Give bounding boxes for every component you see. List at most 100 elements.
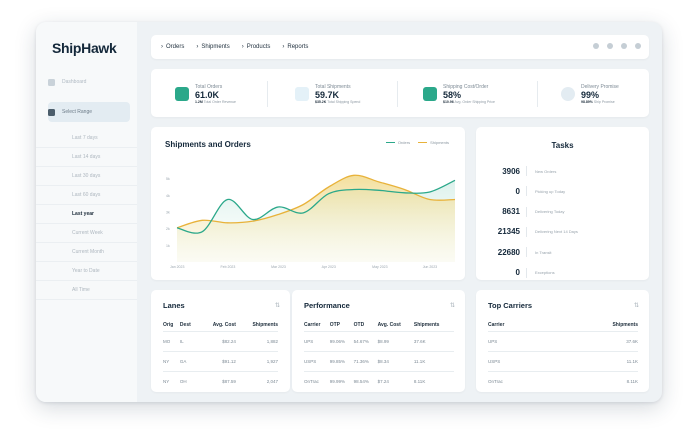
stat-label: Total Orders [195,84,223,90]
table-row[interactable]: NY GA $91.12 1,927 [163,350,278,371]
table-row[interactable]: OnTrac 99.99% 98.54% $7.24 8.11K [304,370,454,391]
sort-icon[interactable]: ⇅ [449,303,455,309]
performance-table: Carrier OTP OTD Avg. Cost Shipments UPS 99.06%… [304,319,454,391]
stat-total-orders[interactable]: Total Orders 61.0K 1.2M Total Order Reve… [175,81,236,107]
nav-orders[interactable]: › Orders [161,44,184,50]
table-cell: 37.6K [413,330,454,351]
top-carriers-card: Top Carriers ⇅ Carrier Shipments UPS 37.6K U… [476,290,649,392]
table-cell: $7.24 [377,370,414,391]
stat-value: 61.0K [195,90,220,100]
top-icons [593,43,641,49]
range-item[interactable]: Last year [36,205,137,224]
y-tick-label: 4k [166,194,170,198]
sidebar: ShipHawk Dashboard Select Range Last 7 d… [36,22,137,402]
range-item[interactable]: Last 30 days [36,167,137,186]
table-row[interactable]: USPS 99.85% 71.36% $8.34 11.1K [304,350,454,371]
table-row[interactable]: MO IL $82.24 1,882 [163,330,278,351]
dashboard-icon [48,78,55,86]
stat-sub: $35.2K Total Shipping Spend [315,100,361,104]
column-header[interactable]: Avg. Cost [212,321,236,328]
range-item[interactable]: Year to Date [36,262,137,281]
range-item[interactable]: Last 14 days [36,148,137,167]
range-list: Last 7 days Last 14 days Last 30 days Last … [36,129,137,300]
sort-icon[interactable]: ⇅ [633,303,639,309]
y-tick-label: 1k [166,244,170,248]
nav-shipments[interactable]: › Shipments [196,44,229,50]
nav-label: Orders [166,44,185,50]
gear-icon[interactable] [607,43,613,49]
task-label: Picking up Today [535,188,566,194]
column-header[interactable]: Shipments [252,321,278,328]
divider [526,226,527,237]
sidebar-item-select-range[interactable]: Select Range [48,102,130,122]
series-line-orders[interactable] [176,179,456,234]
range-item[interactable]: Last 7 days [36,129,137,148]
column-header[interactable]: OTD [353,321,365,328]
table-cell: $8.99 [377,330,414,351]
sidebar-item-dashboard[interactable]: Dashboard [48,73,130,91]
task-row[interactable]: 22680 In Transit [490,242,640,262]
bell-icon[interactable] [593,43,599,49]
table-row[interactable]: UPS 37.6K [488,330,638,351]
nav-reports[interactable]: › Reports [282,44,308,50]
user-icon[interactable] [635,43,641,49]
range-item[interactable]: Last 60 days [36,186,137,205]
nav-label: Shipments [201,44,230,50]
sidebar-item-label: Select Range [62,109,93,115]
range-item[interactable]: All Time [36,281,137,300]
task-row[interactable]: 21345 Delivering Next 14 Days [490,222,640,242]
stat-delivery-promise[interactable]: Delivery Promise 99% 98.89% Ship Promise [561,81,619,107]
shiphawk-logo[interactable]: ShipHawk [52,40,117,56]
stat-sub: 98.89% Ship Promise [581,100,615,104]
task-value: 3906 [502,166,520,176]
column-header[interactable]: Orig [163,321,174,328]
stat-sub: $10.96 Avg. Order Shipping Price [443,100,495,104]
sidebar-item-label: Dashboard [62,79,87,85]
table-cell: NY [163,350,180,371]
table-cell: 1,927 [235,350,278,371]
chevron-right-icon: › [161,44,163,50]
nav-products[interactable]: › Products [242,44,271,50]
table-cell: OnTrac [304,370,330,391]
table-cell: USPS [488,350,547,371]
legend-shipments[interactable]: Shipments [418,140,449,145]
stat-label: Delivery Promise [581,84,619,90]
table-row[interactable]: UPS 99.06% 54.67% $8.99 37.6K [304,330,454,351]
task-row[interactable]: 3906 New Orders [490,161,640,181]
table-cell: $82.24 [197,330,236,351]
stat-shipping-cost[interactable]: Shipping Cost/Order 58% $10.96 Avg. Orde… [423,81,495,107]
task-label: Exceptions [535,270,555,275]
column-header[interactable]: Shipments [612,321,638,328]
table-cell: NY [163,370,180,391]
table-row[interactable]: USPS 11.1K [488,350,638,371]
divider [397,81,398,107]
column-header[interactable]: OTP [329,321,340,328]
lanes-table: Orig Dest Avg. Cost Shipments MO IL $82.24 1,88… [163,319,278,391]
task-label: Delivering Next 14 Days [535,229,578,235]
series-line-shipments[interactable] [176,174,456,229]
phone-icon[interactable] [621,43,627,49]
table-row[interactable]: OnTrac 8.11K [488,370,638,391]
sort-icon[interactable]: ⇅ [274,303,280,309]
column-header[interactable]: Carrier [488,321,505,328]
column-header[interactable]: Avg. Cost [377,321,401,328]
column-header[interactable]: Shipments [413,321,440,328]
table-cell: 54.67% [353,330,378,351]
task-row[interactable]: 0 Picking up Today [490,181,640,201]
task-row[interactable]: 8631 Delivering Today [490,202,640,222]
task-row[interactable]: 0 Exceptions [490,263,640,283]
column-header[interactable]: Dest [179,321,191,328]
stat-label: Shipping Cost/Order [443,84,489,90]
range-item[interactable]: Current Week [36,224,137,243]
table-row[interactable]: NY OH $87.59 2,047 [163,370,278,391]
divider [526,206,527,217]
table-cell: 2,047 [235,370,278,391]
nav-label: Products [246,44,271,50]
legend-orders[interactable]: Orders [385,140,410,145]
column-header[interactable]: Carrier [304,321,321,328]
x-tick-label: Jun 2023 [423,265,437,269]
task-value: 21345 [497,227,520,237]
divider [537,81,538,107]
range-item[interactable]: Current Month [36,243,137,262]
stat-total-shipments[interactable]: Total Shipments 59.7K $35.2K Total Shipp… [295,81,360,107]
